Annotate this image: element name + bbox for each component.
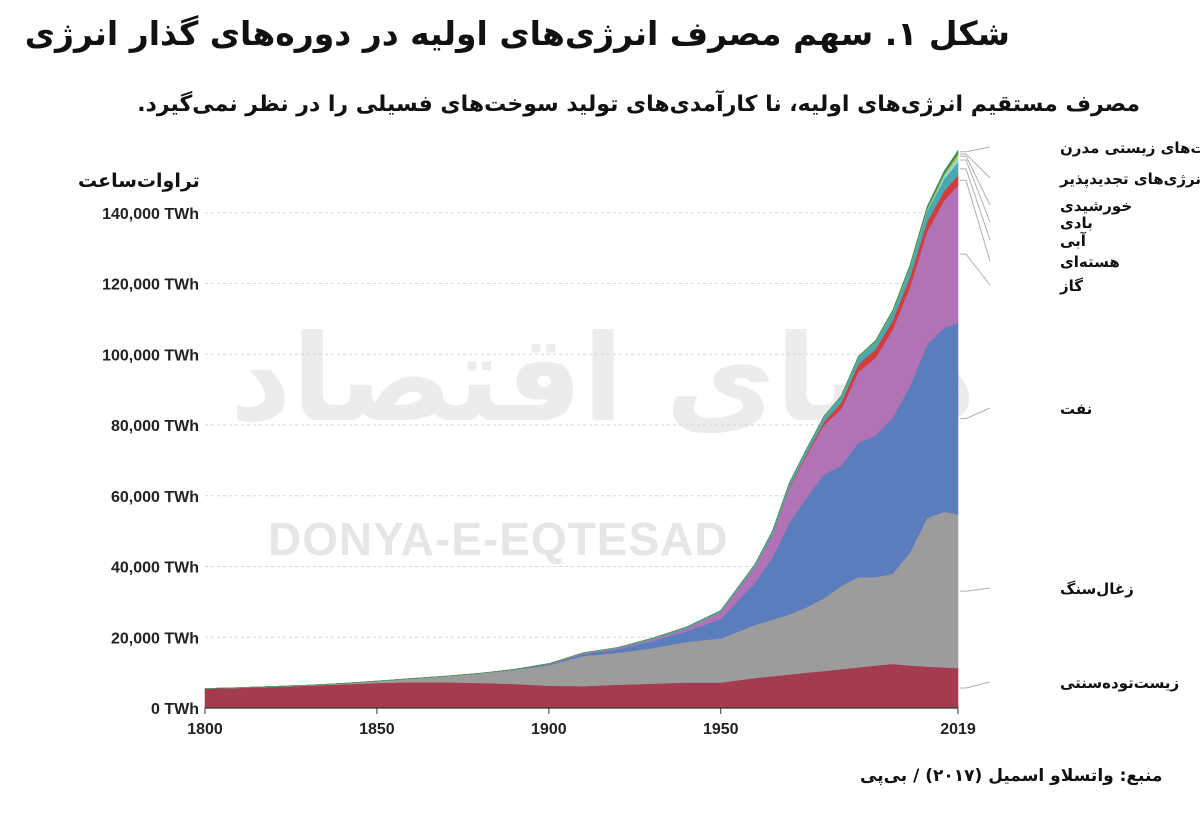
series-leader-line xyxy=(960,681,991,689)
x-tick-label: 1850 xyxy=(359,721,395,738)
area-series xyxy=(204,149,959,709)
series-label: آبی xyxy=(1060,232,1087,250)
series-label: نفت xyxy=(1060,400,1092,418)
x-tick-label: 1800 xyxy=(187,721,223,738)
axes: 0 TWh 20,000 TWh 40,000 TWh 60,000 TWh 80,00… xyxy=(102,206,976,738)
series-labels: زیست‌توده‌سنتی زغال‌سنگ نفت گاز هسته‌ای آبیبا… xyxy=(960,139,1200,692)
x-tick-label: 1950 xyxy=(703,721,739,738)
y-tick-label: 40,000 TWh xyxy=(111,560,199,577)
series-leader-line xyxy=(960,159,991,223)
series-label: سوخت‌های زیستی مدرن xyxy=(1060,139,1200,157)
series-leader-line xyxy=(960,179,991,262)
series-label: گاز xyxy=(1059,277,1083,295)
series-leader-line xyxy=(960,153,991,179)
y-tick-label: 60,000 TWh xyxy=(111,489,199,506)
watermark-latin: DONYA-E-EQTESAD xyxy=(268,513,729,565)
y-axis-unit-label: تراوات‌ساعت xyxy=(78,170,200,192)
y-tick-label: 80,000 TWh xyxy=(111,418,199,435)
series-label: بادی xyxy=(1060,214,1093,232)
source-note: منبع: واتسلاو اسمیل (۲۰۱۷) / بی‌پی xyxy=(860,766,1163,786)
y-tick-label: 0 TWh xyxy=(151,701,199,718)
series-leader-line xyxy=(960,587,991,592)
series-leader-line xyxy=(960,407,991,420)
series-label: هسته‌ای xyxy=(1060,253,1120,271)
series-leader-line xyxy=(960,146,991,153)
series-label: سایر انرژی‌های تجدیدپذیر xyxy=(1059,170,1200,189)
page-subtitle: مصرف مستقیم انرژی‌های اولیه، نا کارآمدی‌… xyxy=(137,92,1140,117)
series-label: خورشیدی xyxy=(1060,197,1132,215)
series-leader-line xyxy=(960,155,991,206)
series-leader-line xyxy=(960,168,991,241)
series-label: زغال‌سنگ xyxy=(1060,580,1134,598)
x-tick-label: 1900 xyxy=(531,721,567,738)
x-tick-label: 2019 xyxy=(940,721,976,738)
series-label: زیست‌توده‌سنتی xyxy=(1060,674,1179,692)
page-title: شکل ۱. سهم مصرف انرژی‌های اولیه در دوره‌… xyxy=(24,14,1010,53)
area-series-path xyxy=(204,149,959,689)
y-tick-label: 100,000 TWh xyxy=(102,347,199,364)
y-tick-label: 120,000 TWh xyxy=(102,277,199,294)
series-leader-line xyxy=(960,253,991,286)
y-tick-label: 140,000 TWh xyxy=(102,206,199,223)
y-tick-label: 20,000 TWh xyxy=(111,630,199,647)
